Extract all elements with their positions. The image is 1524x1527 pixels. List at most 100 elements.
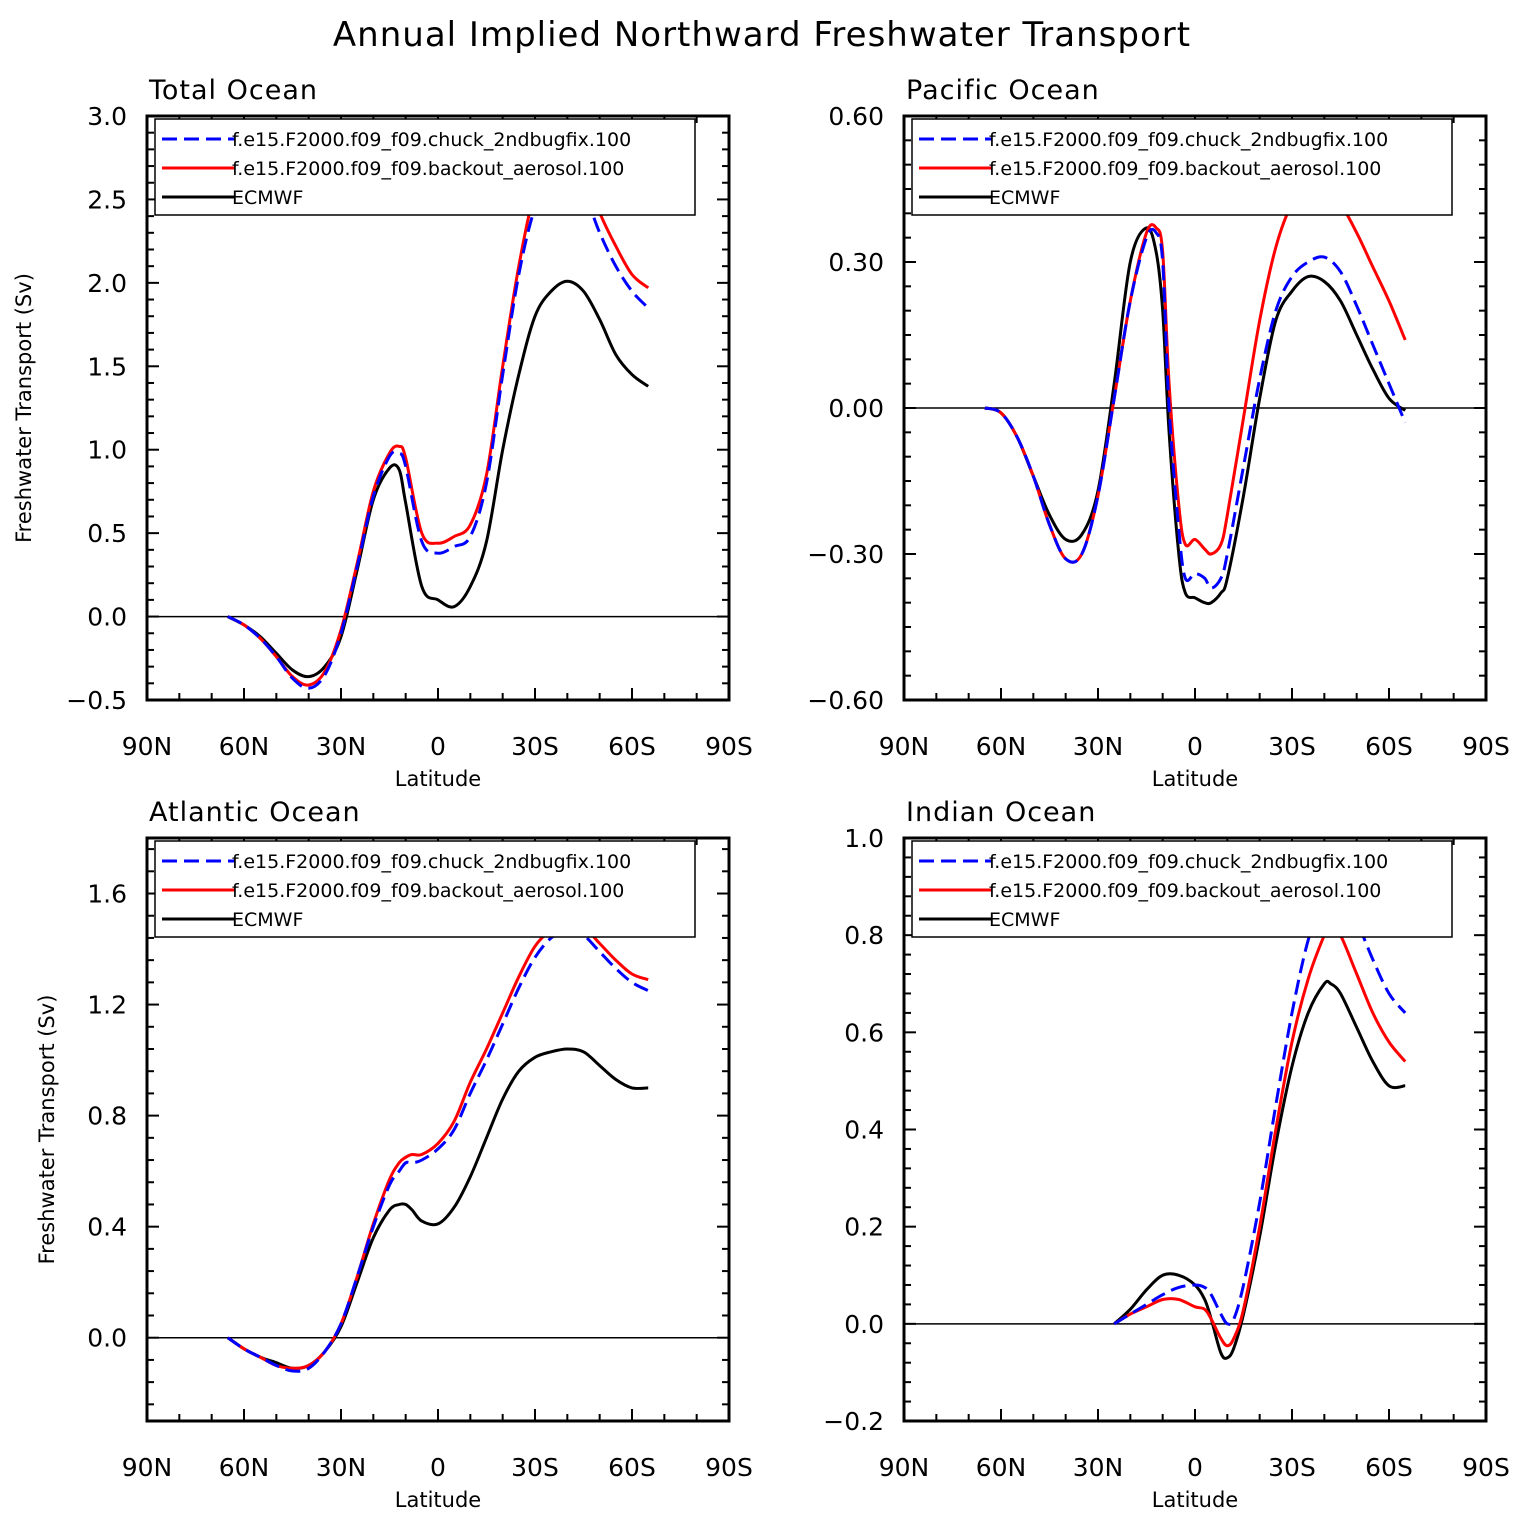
- x-tick-label: 60S: [1365, 1453, 1413, 1482]
- panels: Total Ocean 90N 60N 30N 0 30S 60S 90S −0.5 0.0 0.5…: [12, 75, 1510, 1512]
- y-axis-label: Freshwater Transport (Sv): [12, 273, 36, 543]
- x-tick-label: 30S: [1268, 1453, 1316, 1482]
- x-tick-label: 0: [430, 732, 446, 761]
- x-tick-label: 30N: [1073, 1453, 1124, 1482]
- y-tick-label: 0.2: [844, 1213, 884, 1242]
- x-tick-label: 60S: [608, 732, 656, 761]
- x-tick-label: 60N: [219, 1453, 270, 1482]
- x-tick-label: 30N: [316, 1453, 367, 1482]
- x-tick-label: 30S: [1268, 732, 1316, 761]
- x-tick-label: 90S: [705, 1453, 753, 1482]
- plot-frame: [145, 114, 731, 702]
- panel-title: Atlantic Ocean: [149, 797, 361, 828]
- series-line-3: [984, 226, 1407, 606]
- x-tick-label: 60N: [976, 1453, 1027, 1482]
- x-tick-label: 0: [1187, 1453, 1203, 1482]
- y-tick-label: 3.0: [87, 102, 127, 131]
- legend-label-1: f.e15.F2000.f09_f09.chuck_2ndbugfix.100: [232, 129, 631, 151]
- y-tick-label: −0.5: [66, 686, 127, 715]
- x-tick-label: 60S: [608, 1453, 656, 1482]
- legend-box: [154, 840, 696, 938]
- x-axis-label: Latitude: [1152, 767, 1238, 791]
- legend-label-3: ECMWF: [232, 187, 303, 209]
- legend-box: [911, 840, 1453, 938]
- x-axis-label: Latitude: [395, 1488, 481, 1512]
- x-tick-label: 60N: [976, 732, 1027, 761]
- y-tick-label: 0.5: [87, 519, 127, 548]
- y-tick-label: 2.5: [87, 185, 127, 214]
- y-tick-label: 0.8: [844, 921, 884, 950]
- series-line-1: [227, 169, 650, 690]
- legend-label-3: ECMWF: [989, 909, 1060, 931]
- x-axis-label: Latitude: [395, 767, 481, 791]
- x-axis-label: Latitude: [1152, 1488, 1238, 1512]
- legend-label-1: f.e15.F2000.f09_f09.chuck_2ndbugfix.100: [989, 851, 1388, 873]
- series-line-2: [984, 181, 1407, 564]
- x-tick-label: 30S: [511, 732, 559, 761]
- series-line-3: [227, 279, 650, 679]
- legend-label-3: ECMWF: [989, 187, 1060, 209]
- y-tick-label: 0.0: [844, 1310, 884, 1339]
- y-tick-label: 0.0: [87, 1324, 127, 1353]
- y-tick-label: 0.6: [844, 1018, 884, 1047]
- main-title: Annual Implied Northward Freshwater Tran…: [333, 15, 1191, 55]
- series-line-1: [984, 227, 1407, 590]
- x-tick-label: 90N: [122, 1453, 173, 1482]
- y-tick-label: −0.30: [807, 540, 884, 569]
- panel-title: Pacific Ocean: [906, 75, 1100, 106]
- legend-box: [911, 118, 1453, 216]
- y-tick-label: 0.8: [87, 1102, 127, 1131]
- legend-label-1: f.e15.F2000.f09_f09.chuck_2ndbugfix.100: [232, 851, 631, 873]
- legend-label-2: f.e15.F2000.f09_f09.backout_aerosol.100: [989, 158, 1381, 180]
- x-tick-label: 60S: [1365, 732, 1413, 761]
- y-tick-label: 1.6: [87, 880, 127, 909]
- legend-label-2: f.e15.F2000.f09_f09.backout_aerosol.100: [232, 158, 624, 180]
- x-tick-label: 30S: [511, 1453, 559, 1482]
- y-tick-label: 0.00: [828, 394, 884, 423]
- legend-label-1: f.e15.F2000.f09_f09.chuck_2ndbugfix.100: [989, 129, 1388, 151]
- chart-panel-1: Total Ocean 90N 60N 30N 0 30S 60S 90S −0.5 0.0 0.5…: [12, 75, 753, 791]
- y-tick-label: 0.4: [87, 1213, 127, 1242]
- chart-panel-2: Pacific Ocean 90N 60N 30N 0 30S 60S 90S −0.60 −0.…: [807, 75, 1509, 791]
- y-tick-label: 1.5: [87, 352, 127, 381]
- legend-label-3: ECMWF: [232, 909, 303, 931]
- legend-label-2: f.e15.F2000.f09_f09.backout_aerosol.100: [232, 880, 624, 902]
- x-tick-label: 90N: [122, 732, 173, 761]
- y-tick-label: 2.0: [87, 269, 127, 298]
- plot-frame: [902, 114, 1488, 702]
- series-line-2: [226, 919, 649, 1370]
- y-tick-label: −0.2: [823, 1407, 884, 1436]
- y-tick-label: 0.0: [87, 603, 127, 632]
- series-line-2: [227, 152, 650, 687]
- x-tick-label: 90S: [1462, 1453, 1510, 1482]
- x-tick-label: 90N: [879, 732, 930, 761]
- chart-panel-3: Atlantic Ocean 90N 60N 30N 0 30S 60S 90S 0.0 0.4 0…: [35, 797, 753, 1512]
- y-tick-label: 1.2: [87, 991, 127, 1020]
- legend-label-2: f.e15.F2000.f09_f09.backout_aerosol.100: [989, 880, 1381, 902]
- x-tick-label: 0: [430, 1453, 446, 1482]
- y-tick-label: 0.60: [828, 102, 884, 131]
- y-tick-label: −0.60: [807, 686, 884, 715]
- x-tick-label: 60N: [219, 732, 270, 761]
- x-tick-label: 30N: [1073, 732, 1124, 761]
- plot-frame: [902, 836, 1488, 1423]
- panel-title: Total Ocean: [148, 75, 318, 106]
- chart-panel-4: Indian Ocean 90N 60N 30N 0 30S 60S 90S −0.2 0.0 0.…: [823, 797, 1510, 1512]
- plot-frame: [145, 836, 731, 1423]
- y-tick-label: 1.0: [87, 436, 127, 465]
- y-axis-label: Freshwater Transport (Sv): [35, 995, 59, 1265]
- x-tick-label: 30N: [316, 732, 367, 761]
- series-line-3: [226, 1047, 649, 1370]
- series-line-2: [1113, 923, 1407, 1348]
- y-tick-label: 0.4: [844, 1116, 884, 1145]
- y-tick-label: 1.0: [844, 824, 884, 853]
- x-tick-label: 90N: [879, 1453, 930, 1482]
- series-line-1: [1113, 879, 1407, 1326]
- x-tick-label: 90S: [1462, 732, 1510, 761]
- panel-title: Indian Ocean: [906, 797, 1096, 828]
- x-tick-label: 90S: [705, 732, 753, 761]
- x-tick-label: 0: [1187, 732, 1203, 761]
- y-tick-label: 0.30: [828, 248, 884, 277]
- series-line-1: [226, 928, 649, 1373]
